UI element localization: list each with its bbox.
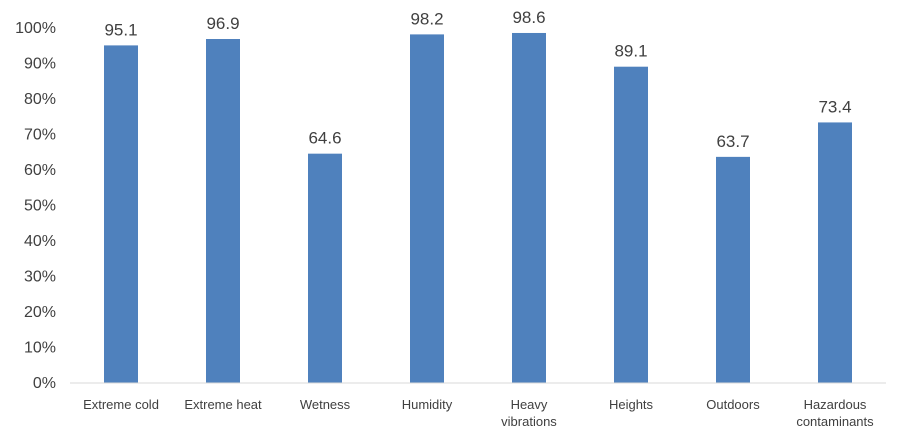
y-tick-label: 10% <box>24 340 56 357</box>
data-label: 64.6 <box>308 129 341 148</box>
y-tick-label: 30% <box>24 269 56 286</box>
data-label: 95.1 <box>104 20 137 39</box>
category-label: vibrations <box>501 414 557 429</box>
y-tick-label: 100% <box>15 20 56 37</box>
data-label: 96.9 <box>206 14 239 33</box>
category-label: Extreme heat <box>184 397 262 412</box>
category-label: Humidity <box>402 397 453 412</box>
y-tick-label: 0% <box>33 375 56 392</box>
y-axis: 0% 10% 20% 30% 40% 50% 60% 70% 80% 90% 100% <box>15 20 56 392</box>
y-tick-label: 80% <box>24 91 56 108</box>
y-tick-label: 60% <box>24 162 56 179</box>
bar <box>512 32 546 383</box>
data-label: 98.6 <box>512 8 545 27</box>
category-label: Heights <box>609 397 654 412</box>
category-label: Hazardous <box>804 397 867 412</box>
bar <box>104 45 138 384</box>
x-axis: Extreme cold Extreme heat Wetness Humidity H… <box>70 382 886 429</box>
category-label: Outdoors <box>706 397 760 412</box>
category-label: Extreme cold <box>83 397 159 412</box>
data-label: 73.4 <box>818 97 851 116</box>
data-label: 89.1 <box>614 42 647 61</box>
bar <box>308 153 342 383</box>
bar <box>716 156 750 383</box>
category-label: Heavy <box>511 397 548 412</box>
y-tick-label: 90% <box>24 56 56 73</box>
bar <box>614 66 648 383</box>
y-tick-label: 20% <box>24 304 56 321</box>
data-label: 98.2 <box>410 9 443 28</box>
category-label: contaminants <box>796 414 874 429</box>
bar <box>818 122 852 384</box>
data-label: 63.7 <box>716 132 749 151</box>
bar <box>410 34 444 383</box>
y-tick-label: 40% <box>24 233 56 250</box>
data-labels: 95.1 96.9 64.6 98.2 98.6 89.1 63.7 73.4 <box>104 8 851 151</box>
bar <box>206 39 240 383</box>
y-tick-label: 50% <box>24 198 56 215</box>
bars <box>104 32 852 384</box>
category-label: Wetness <box>300 397 351 412</box>
y-tick-label: 70% <box>24 127 56 144</box>
